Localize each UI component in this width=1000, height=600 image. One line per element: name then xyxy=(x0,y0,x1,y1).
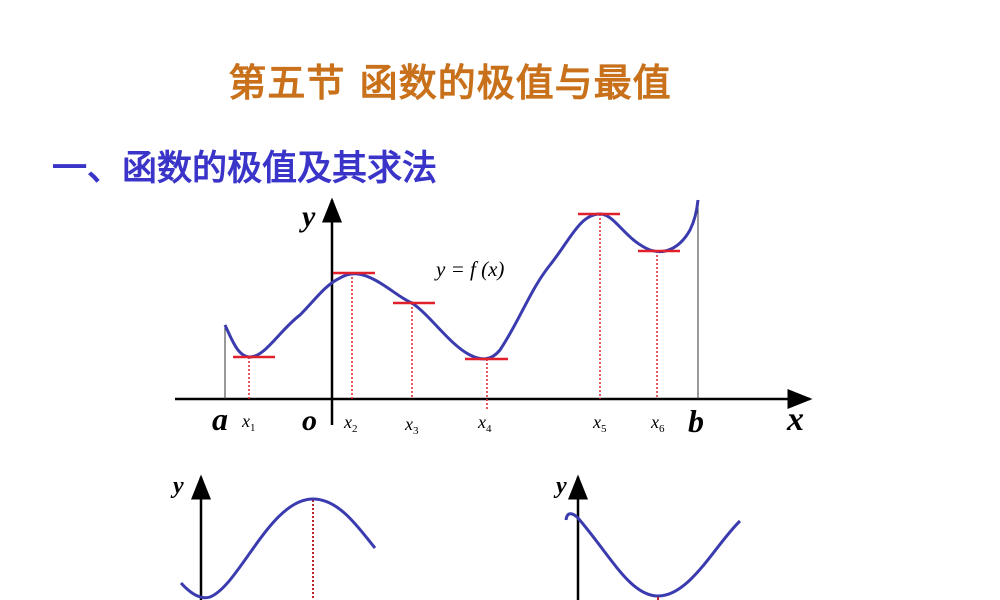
horizontal-tangents xyxy=(233,212,680,361)
dotted-guides xyxy=(248,214,658,410)
slide-title: 第五节 函数的极值与最值 xyxy=(228,61,672,105)
bottom-left-y-label: y xyxy=(170,473,184,499)
label-x3: x3 xyxy=(404,414,419,437)
label-x2: x2 xyxy=(343,412,358,435)
bottom-right-y-label: y xyxy=(553,473,567,499)
y-axis-label: y xyxy=(299,200,316,233)
bottom-left-curve xyxy=(179,497,377,600)
label-a: a xyxy=(212,401,228,437)
label-x4: x4 xyxy=(477,412,492,435)
label-x5: x5 xyxy=(592,412,607,435)
function-label: y = f (x) xyxy=(434,257,504,281)
label-x6: x6 xyxy=(650,412,665,435)
label-b: b xyxy=(688,403,704,439)
section-heading: 一、函数的极值及其求法 xyxy=(52,149,438,189)
label-origin: o xyxy=(302,404,317,437)
bottom-right-curve xyxy=(564,512,742,598)
x-axis-label: x xyxy=(786,401,804,438)
label-x1: x1 xyxy=(241,411,256,434)
